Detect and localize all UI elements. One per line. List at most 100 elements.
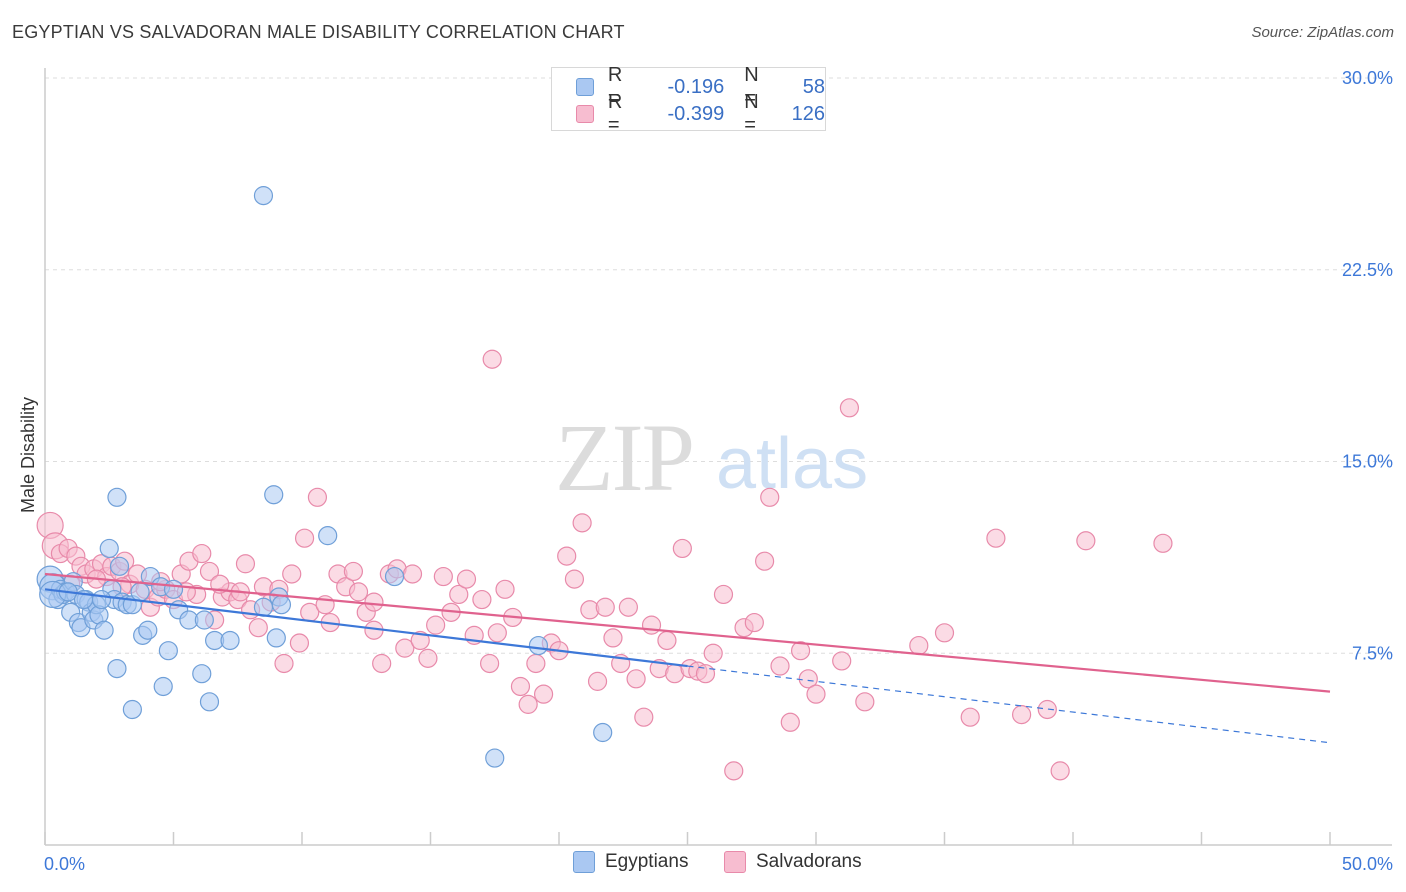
- salvadoran-point-23: [192, 543, 212, 564]
- salvadoran-point-59: [449, 584, 469, 605]
- bottom-legend-swatch-egyptians: [573, 851, 595, 873]
- salvadoran-point-40: [307, 487, 328, 507]
- egyptian-point-48: [122, 699, 142, 720]
- egyptian-point-43: [253, 186, 274, 206]
- egyptian-point-29: [158, 641, 178, 661]
- salvadoran-point-110: [960, 707, 980, 727]
- salvadoran-point-88: [672, 538, 692, 559]
- salvadoran-point-124: [364, 592, 384, 612]
- watermark-zip: ZIP: [555, 404, 693, 511]
- salvadoran-point-79: [603, 628, 623, 648]
- egyptian-point-42: [264, 485, 284, 505]
- egyptian-point-49: [485, 748, 505, 768]
- chart-title: EGYPTIAN VS SALVADORAN MALE DISABILITY C…: [12, 22, 625, 42]
- salvadoran-point-67: [510, 676, 531, 697]
- egyptian-point-47: [199, 692, 220, 712]
- salvadoran-point-81: [618, 597, 638, 617]
- salvadoran-point-97: [754, 551, 775, 571]
- salvadoran-point-53: [402, 564, 423, 584]
- legend-swatch-salvadorans: [576, 105, 594, 123]
- y-tick-label-3: 30.0%: [1342, 68, 1393, 88]
- tick-labels: 7.5% 15.0% 22.5% 30.0% 0.0% 50.0%: [44, 68, 1393, 874]
- watermark-atlas: atlas: [716, 424, 868, 504]
- salvadoran-point-52: [395, 638, 415, 658]
- bottom-legend-label-salvadorans: Salvadorans: [756, 851, 862, 872]
- salvadoran-point-35: [274, 653, 294, 674]
- salvadoran-point-114: [1050, 761, 1070, 781]
- salvadoran-point-49: [372, 653, 392, 674]
- salvadoran-point-115: [1076, 531, 1096, 551]
- salvadoran-point-74: [564, 569, 585, 589]
- bottom-legend-label-egyptians: Egyptians: [605, 851, 689, 872]
- egyptian-point-57: [163, 579, 184, 599]
- salvadoran-point-38: [294, 528, 315, 548]
- salvadoran-point-54: [410, 630, 430, 651]
- egyptian-point-56: [130, 582, 150, 602]
- salvadoran-point-99: [770, 656, 790, 676]
- salvadoran-point-93: [713, 584, 734, 605]
- egyptian-point-32: [194, 610, 214, 630]
- salvadoran-point-24: [199, 561, 220, 582]
- legend-r-label: R =: [607, 64, 623, 109]
- egyptian-point-50: [593, 722, 613, 743]
- legend-r-value: -0.399: [667, 102, 725, 125]
- egyptians-trend-extension: [687, 665, 1331, 744]
- salvadoran-point-96: [744, 612, 764, 633]
- salvadoran-point-113: [1037, 699, 1057, 720]
- salvadoran-point-37: [289, 633, 310, 653]
- salvadoran-point-60: [456, 569, 477, 589]
- bottom-legend-salvadorans: Salvadorans: [724, 851, 862, 873]
- egyptian-point-21: [109, 556, 130, 576]
- x-tick-label-min: 0.0%: [44, 854, 85, 874]
- axes: [44, 68, 1392, 846]
- source-label: Source: ZipAtlas.com: [1251, 24, 1394, 41]
- watermark: ZIP atlas: [555, 404, 868, 511]
- legend-swatch-egyptians: [576, 78, 594, 96]
- egyptian-point-35: [253, 597, 274, 617]
- x-tick-label-max: 50.0%: [1342, 854, 1393, 874]
- egyptian-point-26: [138, 620, 158, 640]
- legend-r-value: -0.196: [667, 75, 725, 98]
- legend-n-label: N =: [744, 64, 759, 109]
- salvadoran-point-63: [480, 653, 500, 674]
- egyptians-trend-line: [44, 588, 688, 668]
- y-tick-label-0: 7.5%: [1352, 643, 1393, 663]
- egyptian-point-46: [192, 664, 212, 684]
- egyptian-point-45: [153, 676, 173, 697]
- salvadoran-point-70: [533, 684, 554, 704]
- salvadoran-point-69: [526, 653, 546, 674]
- salvadoran-point-116: [1153, 533, 1173, 553]
- salvadoran-point-77: [587, 671, 608, 691]
- salvadoran-point-83: [634, 707, 654, 727]
- salvadoran-point-107: [482, 349, 502, 369]
- salvadoran-point-29: [235, 554, 256, 574]
- salvadoran-point-57: [433, 566, 453, 587]
- salvadoran-point-36: [282, 564, 302, 584]
- salvadoran-point-92: [703, 643, 723, 663]
- legend-row-salvadorans: R = -0.399 N = 126: [576, 91, 825, 136]
- salvadoran-point-111: [986, 528, 1006, 548]
- salvadoran-point-55: [418, 648, 438, 668]
- salvadoran-point-108: [909, 635, 929, 656]
- egyptian-point-41: [107, 487, 127, 507]
- salvadoran-point-73: [557, 546, 577, 566]
- salvadoran-point-82: [626, 669, 646, 689]
- trend-lines: [44, 572, 1331, 744]
- salvadoran-point-56: [426, 615, 446, 635]
- legend-n-value: 58: [802, 75, 826, 98]
- salvadoran-point-31: [248, 618, 268, 638]
- egyptian-point-51: [528, 635, 549, 656]
- bottom-legend-egyptians: Egyptians: [573, 851, 688, 873]
- salvadoran-point-86: [657, 630, 677, 651]
- salvadorans-trend-line: [44, 572, 1331, 693]
- salvadoran-point-105: [839, 398, 860, 418]
- egyptian-point-39: [318, 526, 338, 546]
- salvadoran-point-78: [595, 597, 615, 617]
- egyptian-point-36: [266, 628, 286, 648]
- y-tick-label-1: 15.0%: [1342, 452, 1393, 472]
- legend-n-label: N =: [744, 91, 759, 136]
- salvadoran-point-94: [724, 761, 744, 781]
- egyptian-point-55: [91, 589, 112, 610]
- egyptian-point-38: [271, 595, 292, 615]
